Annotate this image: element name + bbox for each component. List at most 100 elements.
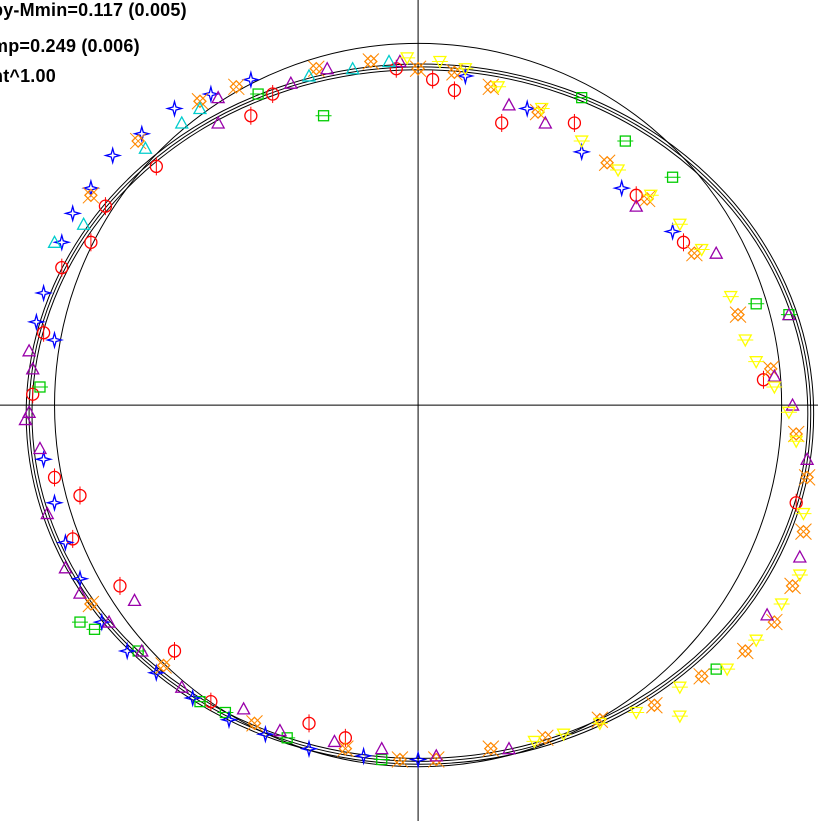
fit-curve-band — [31, 69, 809, 759]
data-point — [781, 307, 797, 321]
data-point — [538, 115, 553, 129]
data-point — [517, 98, 537, 119]
data-point — [610, 164, 627, 178]
data-point — [70, 569, 90, 589]
data-point — [45, 330, 64, 350]
data-point — [138, 140, 153, 154]
data-point — [183, 688, 203, 708]
data-point — [709, 245, 724, 259]
data-point — [760, 607, 775, 621]
data-point — [729, 306, 747, 324]
data-point — [55, 532, 75, 553]
data-point — [709, 245, 724, 259]
data-point — [301, 68, 317, 82]
data-point — [354, 746, 374, 766]
data-point — [731, 307, 745, 322]
data-point — [447, 65, 462, 80]
data-point — [18, 412, 33, 426]
data-point — [320, 61, 335, 75]
data-point — [34, 283, 54, 303]
data-point — [132, 124, 152, 144]
data-point — [374, 741, 389, 755]
data-point — [455, 66, 475, 86]
data-point — [573, 135, 590, 149]
data-point — [134, 643, 149, 657]
data-point — [800, 470, 815, 485]
data-point — [299, 739, 319, 759]
data-point — [63, 203, 83, 223]
data-point — [789, 493, 803, 512]
data-point — [229, 79, 244, 94]
data-point — [767, 368, 782, 382]
data-point — [18, 412, 33, 426]
data-point — [789, 427, 804, 441]
data-point — [117, 641, 137, 661]
data-point — [748, 356, 765, 370]
data-point — [446, 63, 463, 81]
data-point — [26, 385, 40, 404]
data-point — [103, 146, 123, 165]
data-point — [766, 613, 783, 631]
data-point — [799, 451, 815, 465]
data-point — [411, 61, 426, 76]
data-point — [392, 54, 408, 68]
data-point — [26, 312, 46, 332]
data-point — [101, 614, 117, 628]
data-point — [25, 361, 40, 375]
data-point — [72, 585, 88, 599]
data-point — [640, 192, 655, 206]
data-point — [781, 307, 797, 321]
data-point — [327, 734, 342, 748]
data-point — [798, 469, 816, 486]
data-point — [785, 397, 800, 411]
data-point — [174, 115, 189, 129]
data-point — [40, 506, 55, 520]
data-point — [227, 78, 245, 96]
data-point — [32, 441, 48, 455]
data-point — [241, 70, 261, 90]
data-point — [266, 85, 280, 104]
data-point — [155, 657, 172, 674]
data-point — [795, 523, 812, 541]
data-point — [399, 52, 416, 66]
data-point — [785, 397, 800, 411]
data-point — [309, 61, 324, 76]
data-point — [337, 740, 354, 758]
data-point — [131, 134, 146, 148]
data-point — [72, 585, 88, 599]
data-point — [345, 61, 360, 75]
data-point — [201, 84, 221, 104]
data-point — [693, 667, 711, 685]
data-point — [34, 449, 54, 469]
data-point — [146, 663, 166, 683]
data-point — [748, 634, 765, 648]
fit-curve-band — [25, 63, 815, 765]
data-point — [86, 623, 103, 635]
data-point — [676, 233, 691, 252]
data-point — [629, 198, 644, 212]
data-point — [174, 115, 189, 129]
data-point — [429, 748, 444, 762]
data-point — [354, 746, 374, 766]
data-point — [612, 178, 632, 198]
data-point — [345, 61, 360, 75]
data-point — [132, 124, 152, 144]
data-point — [244, 106, 258, 125]
data-point — [629, 186, 643, 205]
data-point — [283, 75, 298, 89]
data-point — [299, 739, 319, 759]
data-point — [567, 113, 582, 132]
data-point — [646, 696, 663, 714]
data-point — [538, 115, 553, 129]
data-point — [71, 616, 88, 628]
data-point — [529, 103, 547, 121]
data-point — [165, 99, 184, 118]
data-point — [736, 642, 754, 660]
data-point — [531, 105, 545, 120]
data-point — [572, 142, 592, 162]
data-point — [638, 190, 656, 208]
data-point — [63, 203, 83, 223]
data-point — [302, 714, 316, 733]
data-point — [455, 66, 475, 86]
